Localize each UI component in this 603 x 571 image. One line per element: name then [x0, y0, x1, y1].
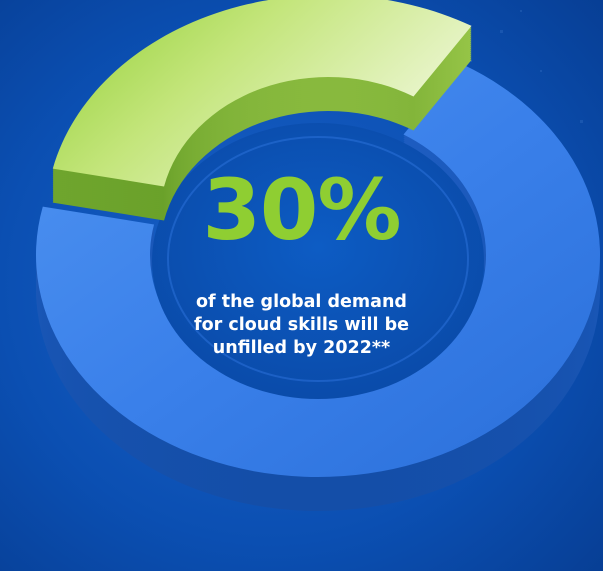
inner-rim: [167, 136, 469, 382]
donut-hole: [152, 123, 484, 399]
slice-blue: [35, 63, 600, 478]
caption-line: for cloud skills will be: [193, 315, 410, 335]
slice-green: [52, 0, 472, 187]
caption-line: of the global demand: [196, 292, 407, 312]
caption-line: unfilled by 2022**: [212, 338, 391, 358]
highlight-value: 30%: [202, 161, 401, 259]
chart-caption: of the global demand for cloud skills wi…: [0, 291, 603, 360]
